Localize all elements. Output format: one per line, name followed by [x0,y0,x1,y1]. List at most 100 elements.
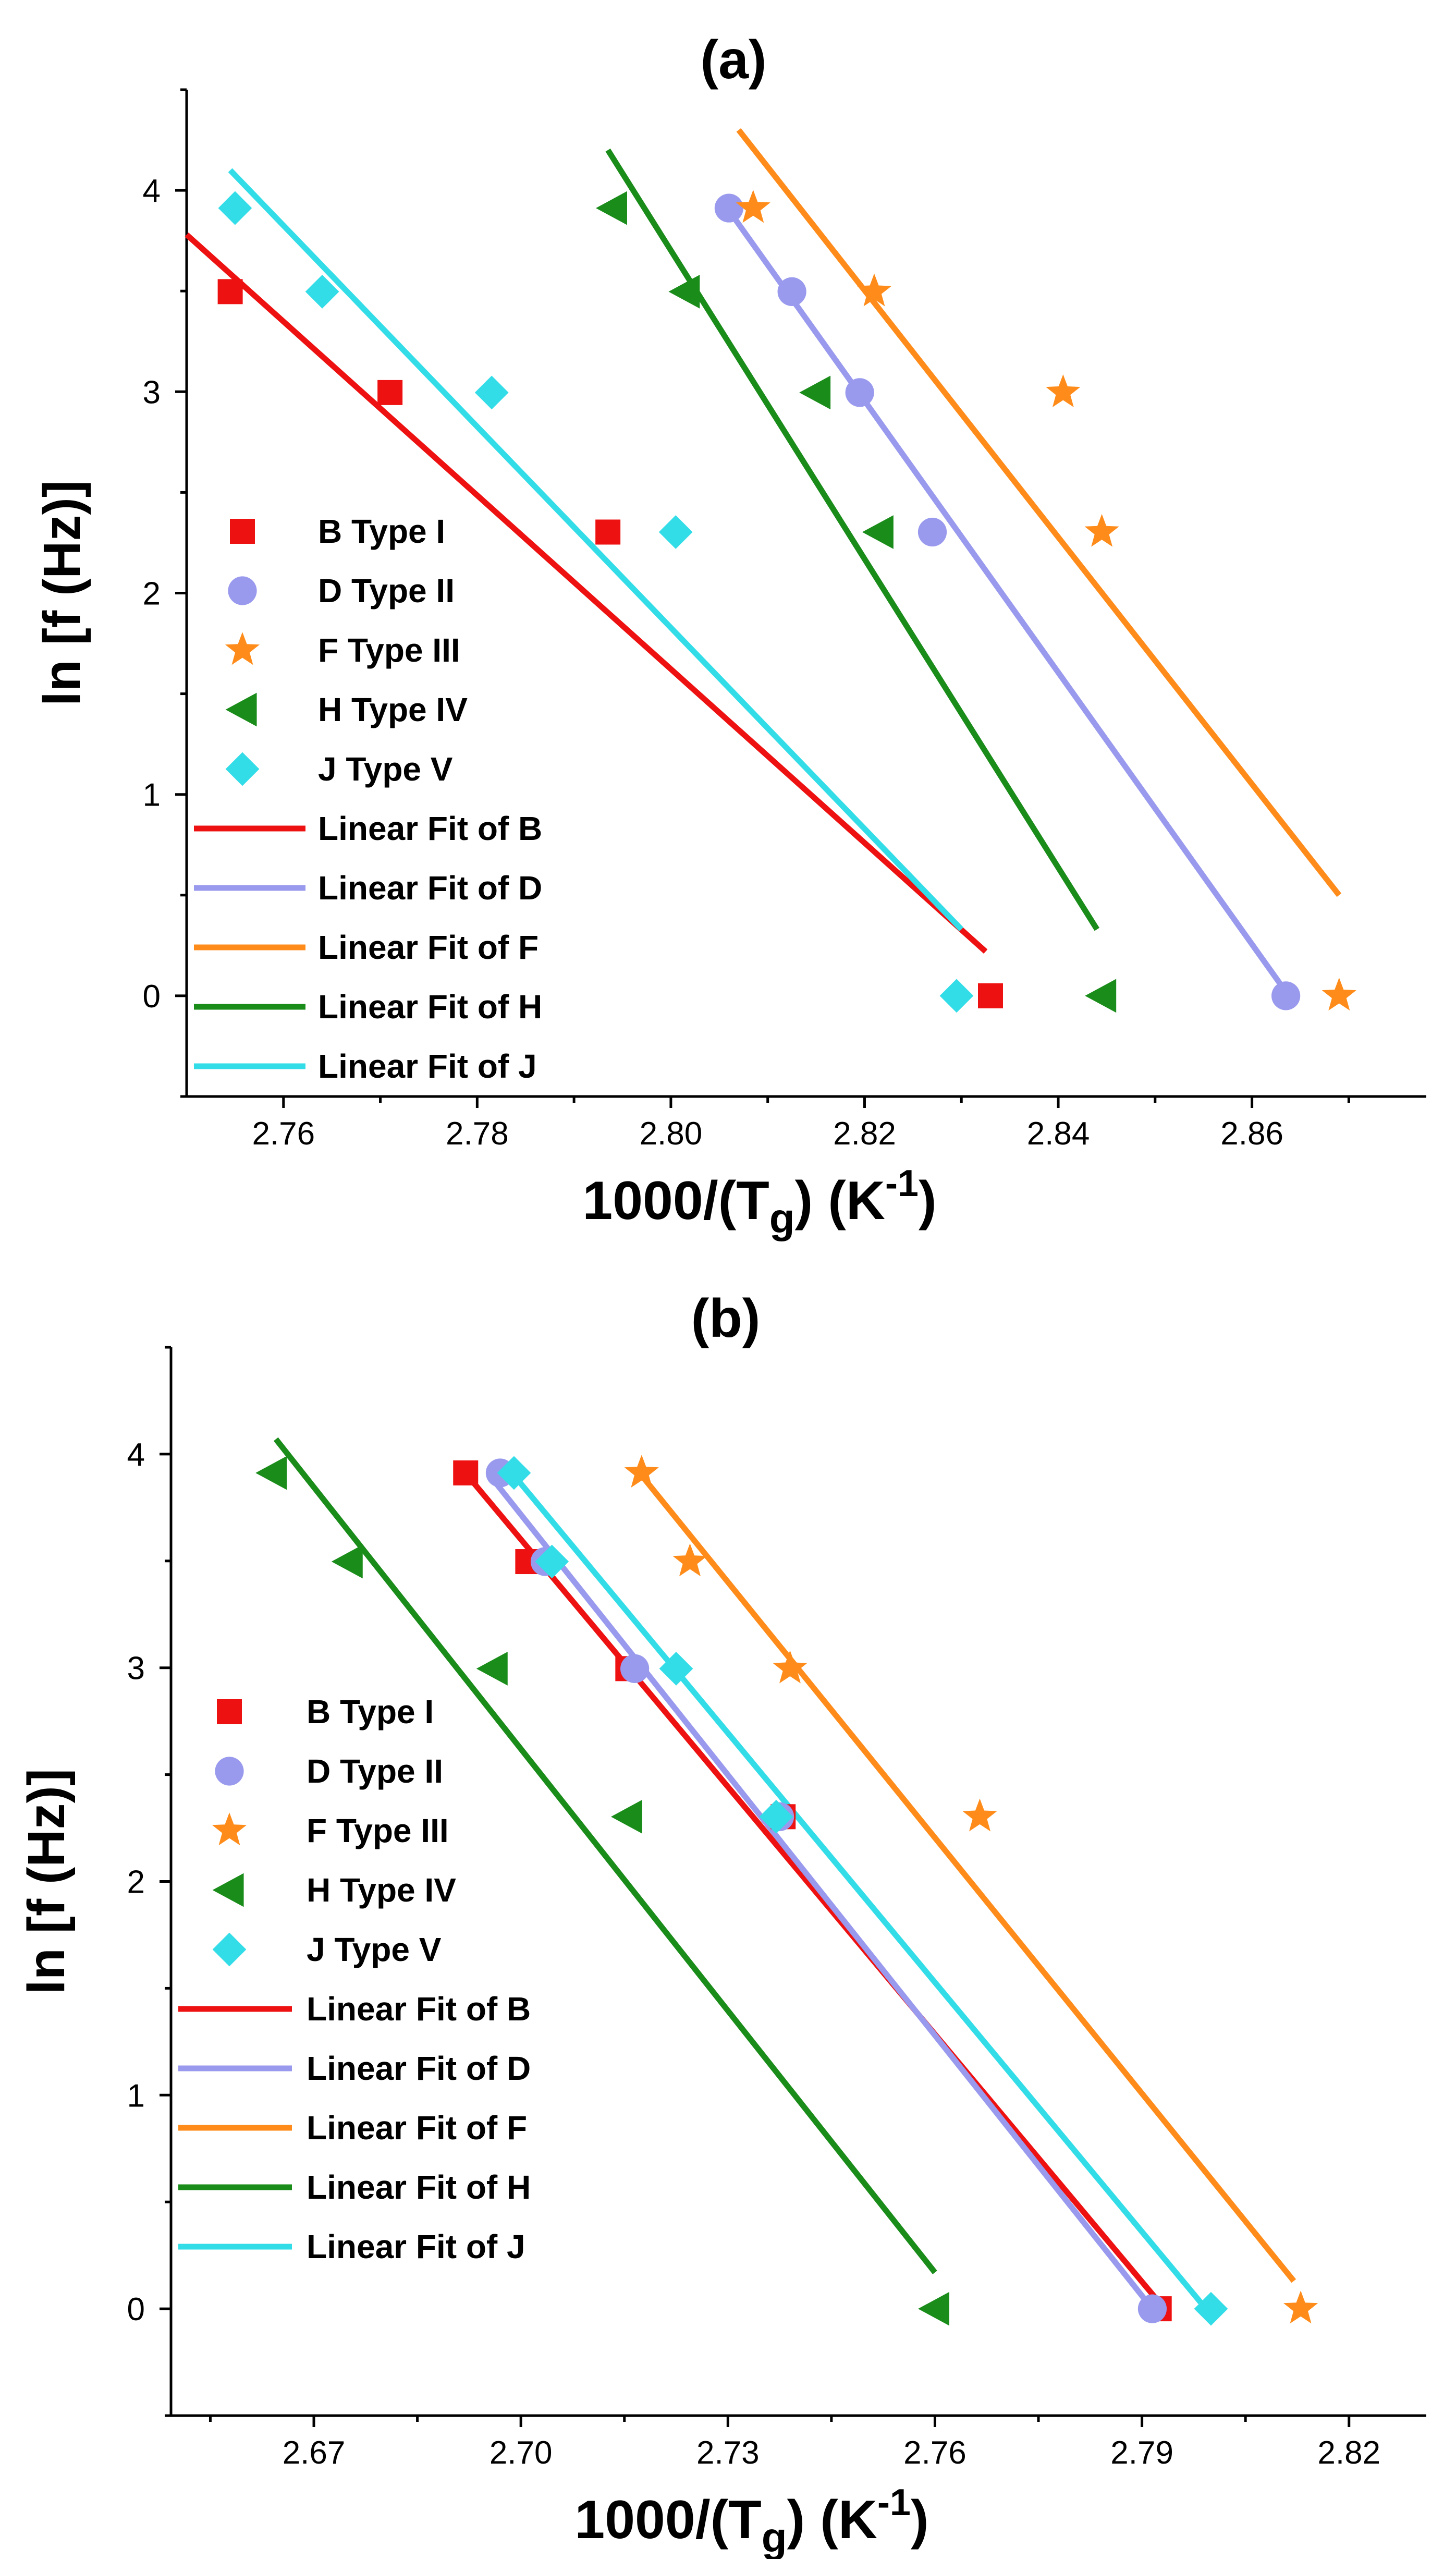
data-point [857,273,892,307]
legend-marker [228,576,257,605]
data-point [1085,979,1117,1013]
legend-label: H Type IV [307,1871,456,1909]
x-tick-label: 2.84 [1027,1116,1090,1152]
x-tick-label: 2.76 [252,1116,315,1152]
panel-a: (a) 0 1 2 3 4 2.76 2.78 2.80 2.82 2.84 2.86 ln [f (H… [33,30,1426,1241]
data-point [845,378,874,407]
x-tick-label: 2.67 [283,2435,346,2471]
x-axis-label: 1000/(Tg) (K-1) [574,2482,928,2559]
fit-line [508,1469,1203,2305]
legend-marker [215,1757,244,1786]
fit-line [273,1437,937,2274]
chart-title: (b) [691,1288,761,1349]
data-point [658,515,693,549]
fit-line [463,1471,1161,2305]
legend-label: Linear Fit of F [307,2109,527,2147]
fit-line [185,232,988,954]
x-tick-label: 2.76 [903,2435,966,2471]
data-point [939,979,974,1013]
data-point [620,1654,650,1683]
y-tick-label: 4 [127,1437,145,1473]
data-point [217,279,243,304]
y-axis-label: ln [f (Hz)] [17,1769,76,1994]
legend-label: Linear Fit of J [307,2228,525,2265]
fit-line [487,1473,1155,2311]
x-tick-label: 2.82 [833,1116,896,1152]
data-point [977,983,1003,1008]
y-tick-label: 2 [143,576,161,612]
legend-marker [212,1812,247,1846]
data-point [659,1651,693,1686]
y-axis-label: ln [f (Hz)] [33,480,91,706]
data-point [305,274,339,309]
data-point [773,1650,807,1684]
data-point [377,380,403,405]
data-point [624,1455,659,1488]
data-point [777,277,806,306]
legend-label: F Type III [307,1812,449,1849]
legend-label: J Type V [307,1931,442,1968]
data-point [962,1798,997,1832]
y-tick-label: 1 [127,2078,145,2114]
x-tick-label: 2.82 [1317,2435,1380,2471]
fit-line [605,148,1100,931]
legend-marker [217,1699,242,1724]
legend-label: Linear Fit of F [318,929,539,966]
x-axis-label: 1000/(Tg) (K-1) [582,1163,936,1241]
fit-line [726,209,1289,994]
panel-b: (b) 0 1 2 3 4 2.67 2.70 2.73 2.76 2.79 2.82 ln [f (H… [17,1288,1426,2559]
x-tick-label: 2.78 [446,1116,509,1152]
data-point [595,519,621,545]
y-tick-label: 3 [127,1651,145,1687]
legend-label: Linear Fit of B [318,810,542,847]
x-tick-label: 2.73 [696,2435,760,2471]
legend: B Type I D Type II F Type III H Type IV J Ty… [194,513,542,1085]
legend-marker [230,519,255,544]
data-point [497,1456,531,1490]
data-point [668,274,700,309]
x-tick-label: 2.80 [640,1116,703,1152]
data-point [918,2292,949,2326]
legend-label: Linear Fit of J [318,1047,537,1085]
y-tick-label: 0 [127,2292,145,2328]
data-point [672,1543,707,1577]
data-point [759,1799,793,1834]
data-point [331,1544,363,1579]
fit-line [228,168,964,932]
data-point [535,1544,569,1579]
data-point [799,375,831,410]
legend-marker [225,752,260,786]
data-point [714,193,743,223]
data-point [1322,978,1356,1011]
legend-marker [225,692,257,727]
legend-label: Linear Fit of H [318,988,542,1026]
y-tick-label: 1 [143,777,161,813]
legend-label: Linear Fit of D [318,869,542,907]
data-point [917,517,947,547]
y-tick-label: 2 [127,1865,145,1900]
legend-label: Linear Fit of H [307,2168,531,2206]
x-tick-label: 2.86 [1220,1116,1283,1152]
y-tick-label: 4 [143,173,161,209]
y-tick-label: 0 [143,979,161,1015]
y-tick-label: 3 [143,374,161,410]
data-point [1046,374,1081,407]
data-point [736,190,770,223]
data-point [474,375,509,410]
chart-title: (a) [700,30,766,90]
data-point [476,1651,508,1686]
x-tick-label: 2.70 [490,2435,553,2471]
legend-label: D Type II [307,1752,443,1790]
data-point [1194,2292,1228,2326]
legend-marker [225,632,260,665]
x-tick-label: 2.79 [1110,2435,1173,2471]
data-point [862,515,894,549]
data-point [1271,981,1301,1010]
data-point [596,191,627,225]
legend-label: H Type IV [318,691,468,728]
data-point [610,1799,642,1834]
legend-label: F Type III [318,631,460,669]
fit-line [736,128,1342,897]
legend: B Type I D Type II F Type III H Type IV J Ty… [178,1693,531,2265]
